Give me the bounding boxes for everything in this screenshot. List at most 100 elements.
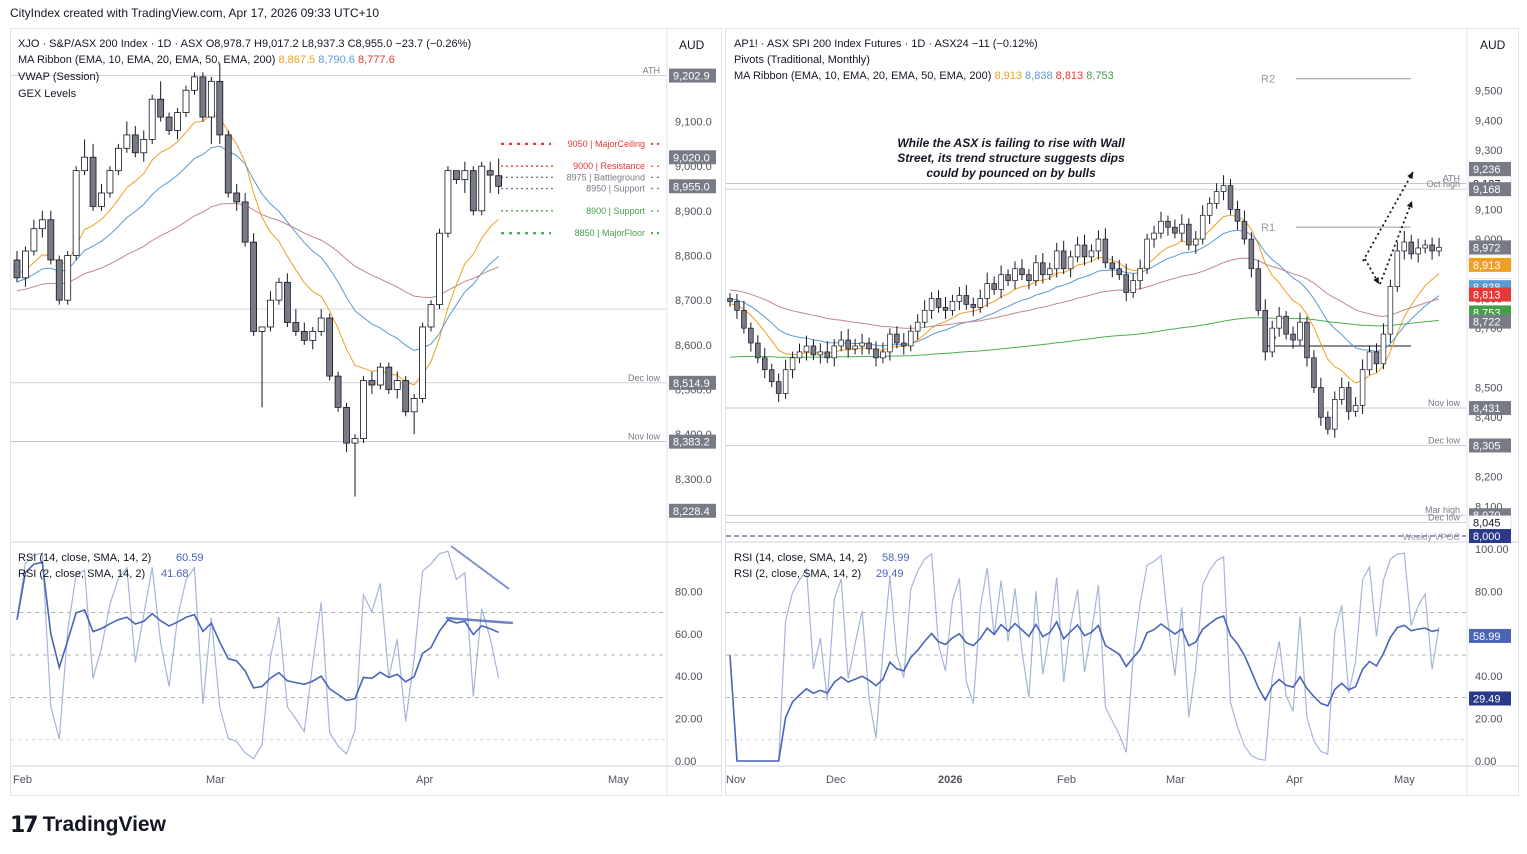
spi-chart-panel[interactable]: AUD9,5009,4009,3009,1009,0008,8008,7008,… <box>725 28 1519 796</box>
candle-body <box>1151 232 1157 240</box>
candle-body <box>309 331 317 341</box>
candle-body <box>13 259 21 279</box>
rsi-legend-1: RSI (14, close, SMA, 14, 2) <box>734 552 867 564</box>
price-tag-label: 8,045 <box>1473 518 1501 530</box>
candle-body <box>292 322 300 332</box>
candle-body <box>921 309 928 323</box>
candle-body <box>810 345 817 356</box>
candle-body <box>1325 416 1331 430</box>
candle-body <box>106 170 114 194</box>
xjo-chart-panel[interactable]: AUD 9,100.0 9,000.0 8,900.0 8,800.0 8,700.0 8,… <box>10 28 722 796</box>
candle-body <box>1255 268 1262 311</box>
rsi-y-tick: 40.00 <box>675 671 703 683</box>
candle-body <box>427 304 435 328</box>
currency-label: AUD <box>679 38 705 52</box>
candle-body <box>977 298 984 308</box>
candle-body <box>250 241 258 332</box>
rsi2-tag-label: 29.49 <box>1473 693 1501 705</box>
candle-body <box>478 165 486 212</box>
candle-body <box>928 298 935 311</box>
candle-body <box>1359 369 1366 406</box>
candle-body <box>385 366 393 390</box>
rsi2-tag <box>1469 691 1511 706</box>
projection-arrow-down-head <box>1373 277 1379 284</box>
candle-body <box>334 375 342 408</box>
rsi-divergence-line <box>445 616 514 625</box>
price-tag <box>1469 287 1511 302</box>
candle-body <box>1366 351 1373 371</box>
candle-body <box>852 345 858 350</box>
candle-body <box>1186 223 1192 246</box>
candle-body <box>1137 268 1143 281</box>
price-tag-label: 8,305 <box>1473 440 1501 452</box>
gex-level-label: 8950 | Support <box>586 184 645 194</box>
candle-body <box>1165 220 1171 228</box>
candle-body <box>880 351 886 359</box>
rsi-y-tick: 20.00 <box>1475 714 1503 726</box>
candle-body <box>486 170 494 176</box>
candle-body <box>831 345 838 359</box>
x-tick-label: Mar <box>206 774 225 786</box>
xjo-chart-svg[interactable]: AUD9,100.09,000.08,900.08,800.08,700.08,… <box>11 29 721 795</box>
spi-chart-svg[interactable]: AUD9,5009,4009,3009,1009,0008,8008,7008,… <box>726 29 1518 795</box>
candle-body <box>1053 250 1060 270</box>
candle-body <box>55 259 63 301</box>
candle-body <box>1199 214 1206 240</box>
price-tag-label: 8,813 <box>1473 290 1501 302</box>
rsi-value-1: 60.59 <box>176 552 204 564</box>
rsi-legend-2: RSI (2, close, SMA, 14, 2) <box>18 568 145 580</box>
candle-body <box>1241 220 1248 240</box>
price-tag-label: 8,972 <box>1473 242 1501 254</box>
candle-body <box>351 438 359 444</box>
candle-body <box>1095 238 1102 252</box>
tradingview-footer[interactable]: 17 TradingView <box>10 810 166 840</box>
candle-body <box>873 348 879 359</box>
y-tick-label: 9,300 <box>1475 145 1503 157</box>
ma-value: 8,838 <box>1025 70 1056 82</box>
rsi-y-tick: 0.00 <box>1475 756 1496 768</box>
vpoc-label: Weekly VPOC <box>1403 532 1461 542</box>
candle-body <box>267 299 274 328</box>
price-tag <box>1469 257 1511 272</box>
rsi-legend-2: RSI (2, close, SMA, 14, 2) <box>734 568 861 580</box>
candle-body <box>914 321 921 332</box>
level-note: Dec low <box>628 373 661 383</box>
x-tick-label: Apr <box>1286 774 1303 786</box>
candle-body <box>1345 387 1352 412</box>
candle-body <box>72 170 80 256</box>
candle-body <box>402 380 410 413</box>
level-note: ATH <box>1443 174 1460 184</box>
candle-body <box>38 219 46 230</box>
candle-body <box>1179 223 1185 234</box>
legend-ma-ribbon: MA Ribbon (EMA, 10, EMA, 20, EMA, 50, EM… <box>734 70 1114 82</box>
candle-body <box>1422 244 1428 249</box>
candle-body <box>1206 203 1213 216</box>
annotation-text: While the ASX is failing to rise with Wa… <box>897 136 1125 180</box>
chart-title: XJO · S&P/ASX 200 Index · 1D · ASX O8,97… <box>18 38 471 50</box>
candle-body <box>1088 250 1095 258</box>
candle-body <box>1123 274 1129 293</box>
candle-body <box>360 380 367 440</box>
candle-body <box>115 147 122 172</box>
candle-body <box>1394 250 1401 287</box>
y-tick-label: 9,100 <box>1475 204 1503 216</box>
candle-body <box>1040 262 1046 276</box>
candle-body <box>894 333 900 344</box>
candle-body <box>419 326 427 399</box>
candle-body <box>845 339 851 350</box>
candle-body <box>368 380 376 386</box>
gex-level-label: 8975 | Battleground <box>567 172 645 182</box>
ema-10-line <box>16 113 499 386</box>
candle-body <box>741 309 747 329</box>
rsi-2-line <box>16 550 500 760</box>
ema-50-line <box>16 203 499 299</box>
rsi-14-line <box>729 614 1440 762</box>
level-note: Nov low <box>1428 398 1461 408</box>
price-tag-label: 9,202.9 <box>673 71 710 83</box>
candle-body <box>376 366 384 386</box>
ma-value: 8,813 <box>1056 70 1087 82</box>
price-tag-label: 8,000 <box>1473 531 1501 543</box>
rsi-y-tick: 80.00 <box>1475 586 1503 598</box>
rsi-value-1: 58.99 <box>882 552 910 564</box>
gex-level-label: 8850 | MajorFloor <box>575 228 645 238</box>
